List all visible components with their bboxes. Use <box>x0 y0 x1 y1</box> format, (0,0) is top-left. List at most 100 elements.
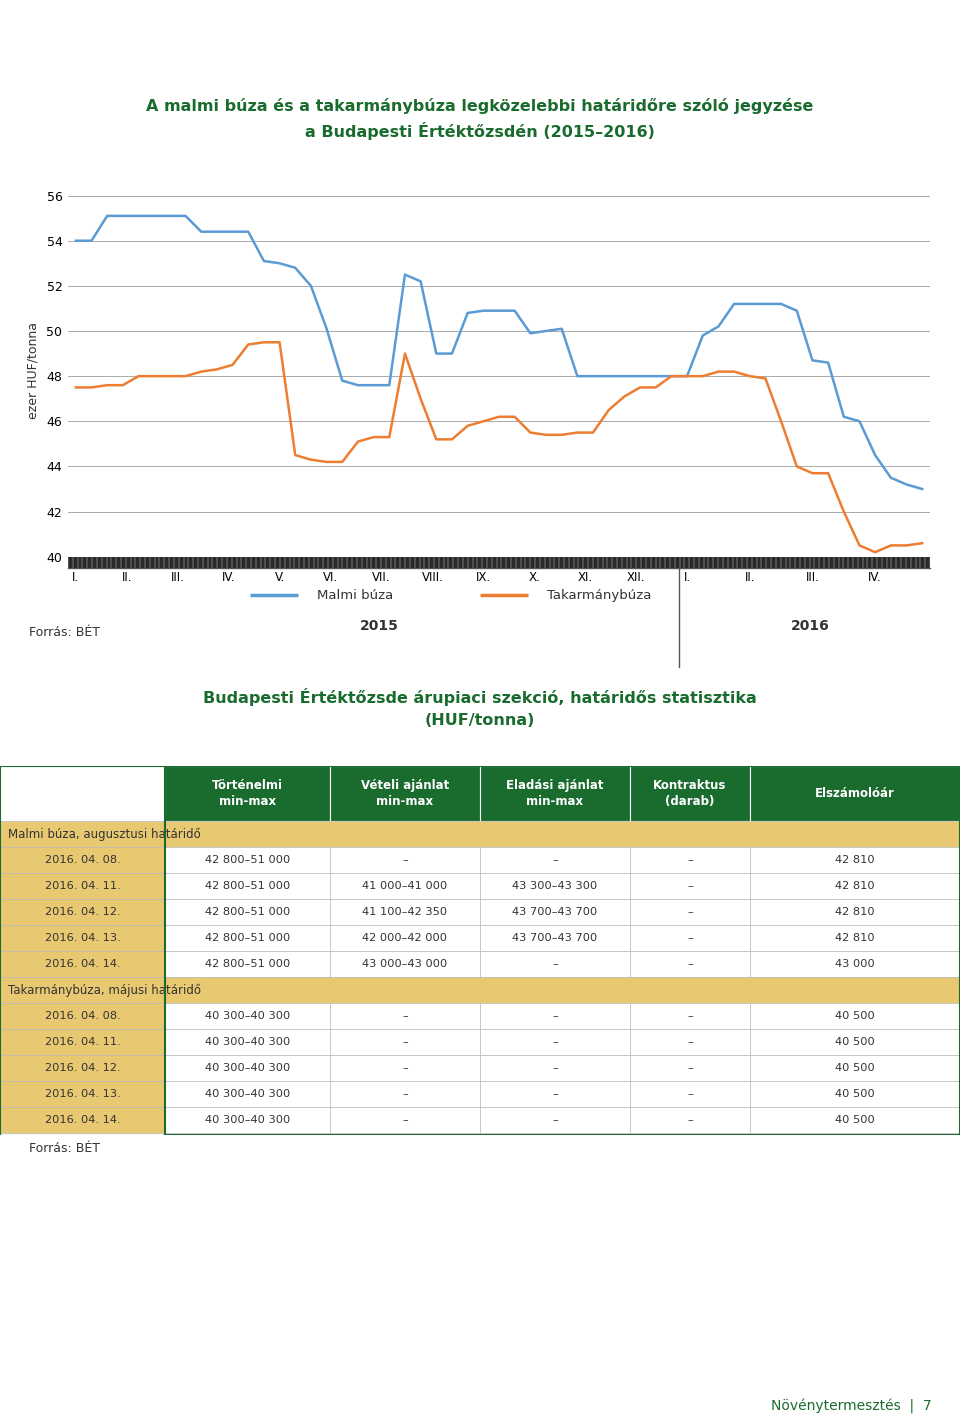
Bar <box>750 1081 960 1107</box>
Text: 43 000: 43 000 <box>835 960 875 970</box>
Text: –: – <box>402 1115 408 1125</box>
Text: Budapesti Értéktőzsde árupiaci szekció, határidős statisztika
(HUF/tonna): Budapesti Értéktőzsde árupiaci szekció, … <box>204 687 756 729</box>
Text: 40 500: 40 500 <box>835 1062 875 1072</box>
Bar <box>68 556 930 568</box>
Text: 43 000–43 000: 43 000–43 000 <box>362 960 447 970</box>
Text: 2016. 04. 11.: 2016. 04. 11. <box>44 1037 120 1047</box>
Bar <box>0 951 165 977</box>
Text: 40 300–40 300: 40 300–40 300 <box>204 1011 290 1021</box>
Text: 2016. 04. 14.: 2016. 04. 14. <box>45 1115 120 1125</box>
Bar <box>750 1107 960 1134</box>
Text: 40 300–40 300: 40 300–40 300 <box>204 1037 290 1047</box>
Text: 2016. 04. 12.: 2016. 04. 12. <box>45 907 120 917</box>
Text: Forrás: BÉT: Forrás: BÉT <box>29 1142 100 1155</box>
Bar <box>330 847 480 873</box>
Text: Elszámolóár: Elszámolóár <box>815 787 895 800</box>
Text: 42 800–51 000: 42 800–51 000 <box>204 881 290 891</box>
Text: –: – <box>552 1089 558 1099</box>
Bar <box>165 1107 330 1134</box>
Bar <box>330 873 480 898</box>
Text: –: – <box>552 1062 558 1072</box>
Bar <box>480 898 630 925</box>
Bar <box>0 1030 165 1055</box>
Bar <box>630 1081 750 1107</box>
Bar <box>630 766 750 821</box>
Bar <box>480 1030 630 1055</box>
Y-axis label: ezer HUF/tonna: ezer HUF/tonna <box>27 322 39 419</box>
Text: 2015: 2015 <box>360 619 398 633</box>
Bar <box>480 1081 630 1107</box>
Text: 42 800–51 000: 42 800–51 000 <box>204 933 290 943</box>
Bar <box>630 898 750 925</box>
Bar <box>165 1030 330 1055</box>
Text: 40 500: 40 500 <box>835 1011 875 1021</box>
Bar <box>480 925 630 951</box>
Bar <box>0 1081 165 1107</box>
Bar <box>0 898 165 925</box>
Text: 42 800–51 000: 42 800–51 000 <box>204 856 290 866</box>
Bar <box>330 1055 480 1081</box>
Text: 42 800–51 000: 42 800–51 000 <box>204 960 290 970</box>
Text: –: – <box>687 1037 693 1047</box>
Bar <box>0 1002 165 1030</box>
Bar <box>0 977 960 1002</box>
Text: Növénytermesztés  |  7: Növénytermesztés | 7 <box>771 1399 931 1413</box>
Text: –: – <box>552 856 558 866</box>
Bar <box>330 925 480 951</box>
Bar <box>0 821 960 847</box>
Bar <box>750 898 960 925</box>
Text: Kontraktus
(darab): Kontraktus (darab) <box>654 779 727 809</box>
Text: –: – <box>552 960 558 970</box>
Text: Takarmánybúza: Takarmánybúza <box>547 589 652 602</box>
Bar <box>330 1030 480 1055</box>
Text: 40 300–40 300: 40 300–40 300 <box>204 1115 290 1125</box>
Bar <box>750 1055 960 1081</box>
Bar <box>750 1030 960 1055</box>
Text: –: – <box>687 1011 693 1021</box>
Text: Eladási ajánlat
min-max: Eladási ajánlat min-max <box>506 779 604 809</box>
Text: 40 300–40 300: 40 300–40 300 <box>204 1089 290 1099</box>
Bar <box>750 873 960 898</box>
Bar <box>480 1055 630 1081</box>
Text: –: – <box>552 1037 558 1047</box>
Text: –: – <box>687 960 693 970</box>
Text: 40 500: 40 500 <box>835 1089 875 1099</box>
Text: 41 100–42 350: 41 100–42 350 <box>363 907 447 917</box>
Bar <box>330 1002 480 1030</box>
Text: –: – <box>687 933 693 943</box>
Bar <box>165 951 330 977</box>
Bar <box>750 1002 960 1030</box>
Bar <box>750 951 960 977</box>
Text: –: – <box>552 1011 558 1021</box>
Bar <box>750 766 960 821</box>
Bar <box>630 1055 750 1081</box>
Bar <box>630 951 750 977</box>
Bar <box>165 898 330 925</box>
Bar <box>480 766 630 821</box>
Text: 40 500: 40 500 <box>835 1115 875 1125</box>
Bar <box>480 1002 630 1030</box>
Text: 42 810: 42 810 <box>835 907 875 917</box>
Text: Vételi ajánlat
min-max: Vételi ajánlat min-max <box>361 779 449 809</box>
Text: Forrás: BÉT: Forrás: BÉT <box>29 626 100 639</box>
Text: 2016. 04. 12.: 2016. 04. 12. <box>45 1062 120 1072</box>
Text: –: – <box>402 856 408 866</box>
Text: 2016. 04. 08.: 2016. 04. 08. <box>44 856 120 866</box>
Bar <box>750 847 960 873</box>
Bar <box>330 766 480 821</box>
Text: 2016. 04. 08.: 2016. 04. 08. <box>44 1011 120 1021</box>
Bar <box>0 873 165 898</box>
Text: 42 810: 42 810 <box>835 881 875 891</box>
Bar <box>165 766 960 1135</box>
Text: 43 700–43 700: 43 700–43 700 <box>513 907 598 917</box>
Text: Malmi búza, augusztusi határidő: Malmi búza, augusztusi határidő <box>8 827 201 840</box>
Bar <box>630 873 750 898</box>
Text: Malmi búza: Malmi búza <box>317 589 393 602</box>
Text: –: – <box>687 881 693 891</box>
Bar <box>630 1107 750 1134</box>
Text: –: – <box>687 1062 693 1072</box>
Text: 2016. 04. 13.: 2016. 04. 13. <box>44 933 120 943</box>
Bar <box>165 1002 330 1030</box>
Text: 40 300–40 300: 40 300–40 300 <box>204 1062 290 1072</box>
Bar <box>0 847 165 873</box>
